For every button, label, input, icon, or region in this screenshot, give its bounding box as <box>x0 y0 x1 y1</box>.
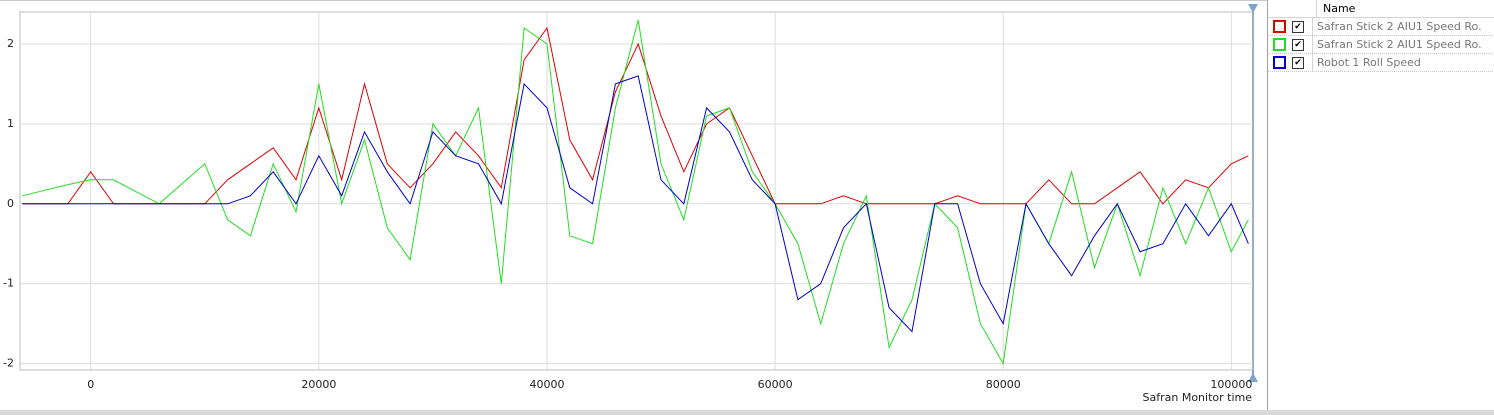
checkbox[interactable]: ✔ <box>1292 38 1304 51</box>
legend-label: Robot 1 Roll Speed <box>1312 54 1482 71</box>
header-name: Name <box>1316 0 1493 17</box>
legend-header: Name <box>1268 0 1494 18</box>
x-tick-label: 80000 <box>986 378 1021 391</box>
cursor-handle-bottom[interactable] <box>1248 373 1258 382</box>
series-line <box>22 19 1249 366</box>
top-border <box>0 0 1494 1</box>
x-tick-label: 0 <box>87 378 94 391</box>
chart: Safran Monitor time -2 -1 0 1 2 0 20000 40000 60… <box>3 4 1258 404</box>
y-tick-label: 0 <box>7 197 14 210</box>
plot-frame <box>19 11 1254 371</box>
y-tick-label: 1 <box>7 117 14 130</box>
legend-swatch[interactable] <box>1273 38 1286 51</box>
y-tick-label: 2 <box>7 37 14 50</box>
checkbox[interactable]: ✔ <box>1292 56 1304 69</box>
legend-row[interactable]: ✔ Safran Stick 2 AIU1 Speed Ro... <box>1268 36 1494 54</box>
legend-rows: ✔ Safran Stick 2 AIU1 Speed Ro... ✔ Safran … <box>1268 18 1494 72</box>
checkbox[interactable]: ✔ <box>1292 20 1304 33</box>
legend-label: Safran Stick 2 AIU1 Speed Ro... <box>1312 18 1482 35</box>
series-line <box>22 26 1249 205</box>
x-axis-label: Safran Monitor time <box>1143 391 1253 404</box>
status-bar <box>0 410 1494 415</box>
y-tick-label: -1 <box>3 277 14 290</box>
x-tick-label: 100000 <box>1210 378 1252 391</box>
legend-swatch[interactable] <box>1273 20 1286 33</box>
legend-row[interactable]: ✔ Robot 1 Roll Speed <box>1268 54 1494 72</box>
legend-swatch[interactable] <box>1273 56 1286 69</box>
cursor-handle-top[interactable] <box>1248 4 1258 13</box>
series-line <box>22 75 1249 333</box>
legend-row[interactable]: ✔ Safran Stick 2 AIU1 Speed Ro... <box>1268 18 1494 36</box>
x-tick-label: 40000 <box>529 378 564 391</box>
y-tick-label: -2 <box>3 357 14 370</box>
x-tick-label: 60000 <box>758 378 793 391</box>
x-tick-label: 20000 <box>301 378 336 391</box>
legend-panel: Name ✔ Safran Stick 2 AIU1 Speed Ro... ✔ Sa… <box>1267 0 1494 410</box>
legend-label: Safran Stick 2 AIU1 Speed Ro... <box>1312 36 1482 53</box>
